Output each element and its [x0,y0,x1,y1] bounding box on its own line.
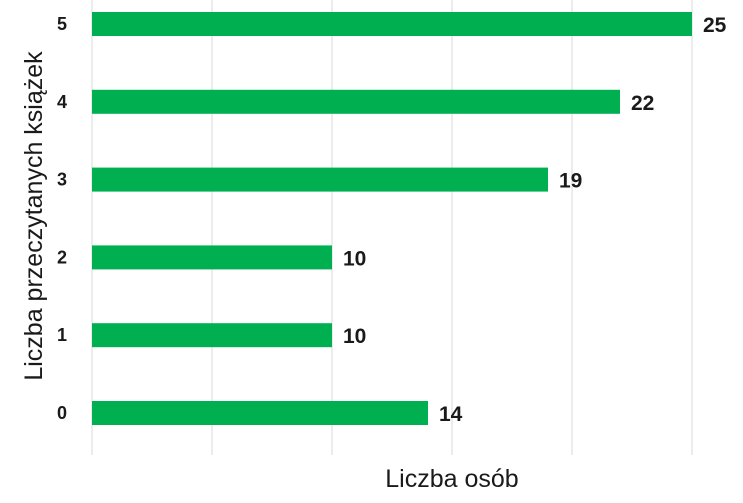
gridlines [91,0,693,455]
bar-3 [92,167,548,192]
bar-5 [92,12,692,36]
data-label-4: 22 [631,92,654,115]
bar-0 [92,401,428,425]
data-label-3: 19 [559,170,582,193]
data-label-2: 10 [343,247,366,270]
category-label-3: 3 [57,170,67,190]
value-labels: 14 10 10 19 22 25 [343,14,727,426]
category-label-4: 4 [57,92,67,112]
category-label-0: 0 [57,403,67,423]
bar-2 [92,245,332,270]
y-axis-title: Liczba przeczytanych książek [20,51,48,381]
category-label-1: 1 [57,325,67,345]
category-labels: 0 1 2 3 4 5 [57,14,67,423]
bar-1 [92,323,332,348]
data-label-5: 25 [703,14,727,37]
bars [92,12,692,425]
bar-4 [92,89,620,114]
data-label-1: 10 [343,325,366,348]
x-axis-title: Liczba osób [385,465,518,493]
category-label-5: 5 [57,14,67,34]
data-label-0: 14 [439,403,463,426]
category-label-2: 2 [57,247,67,267]
